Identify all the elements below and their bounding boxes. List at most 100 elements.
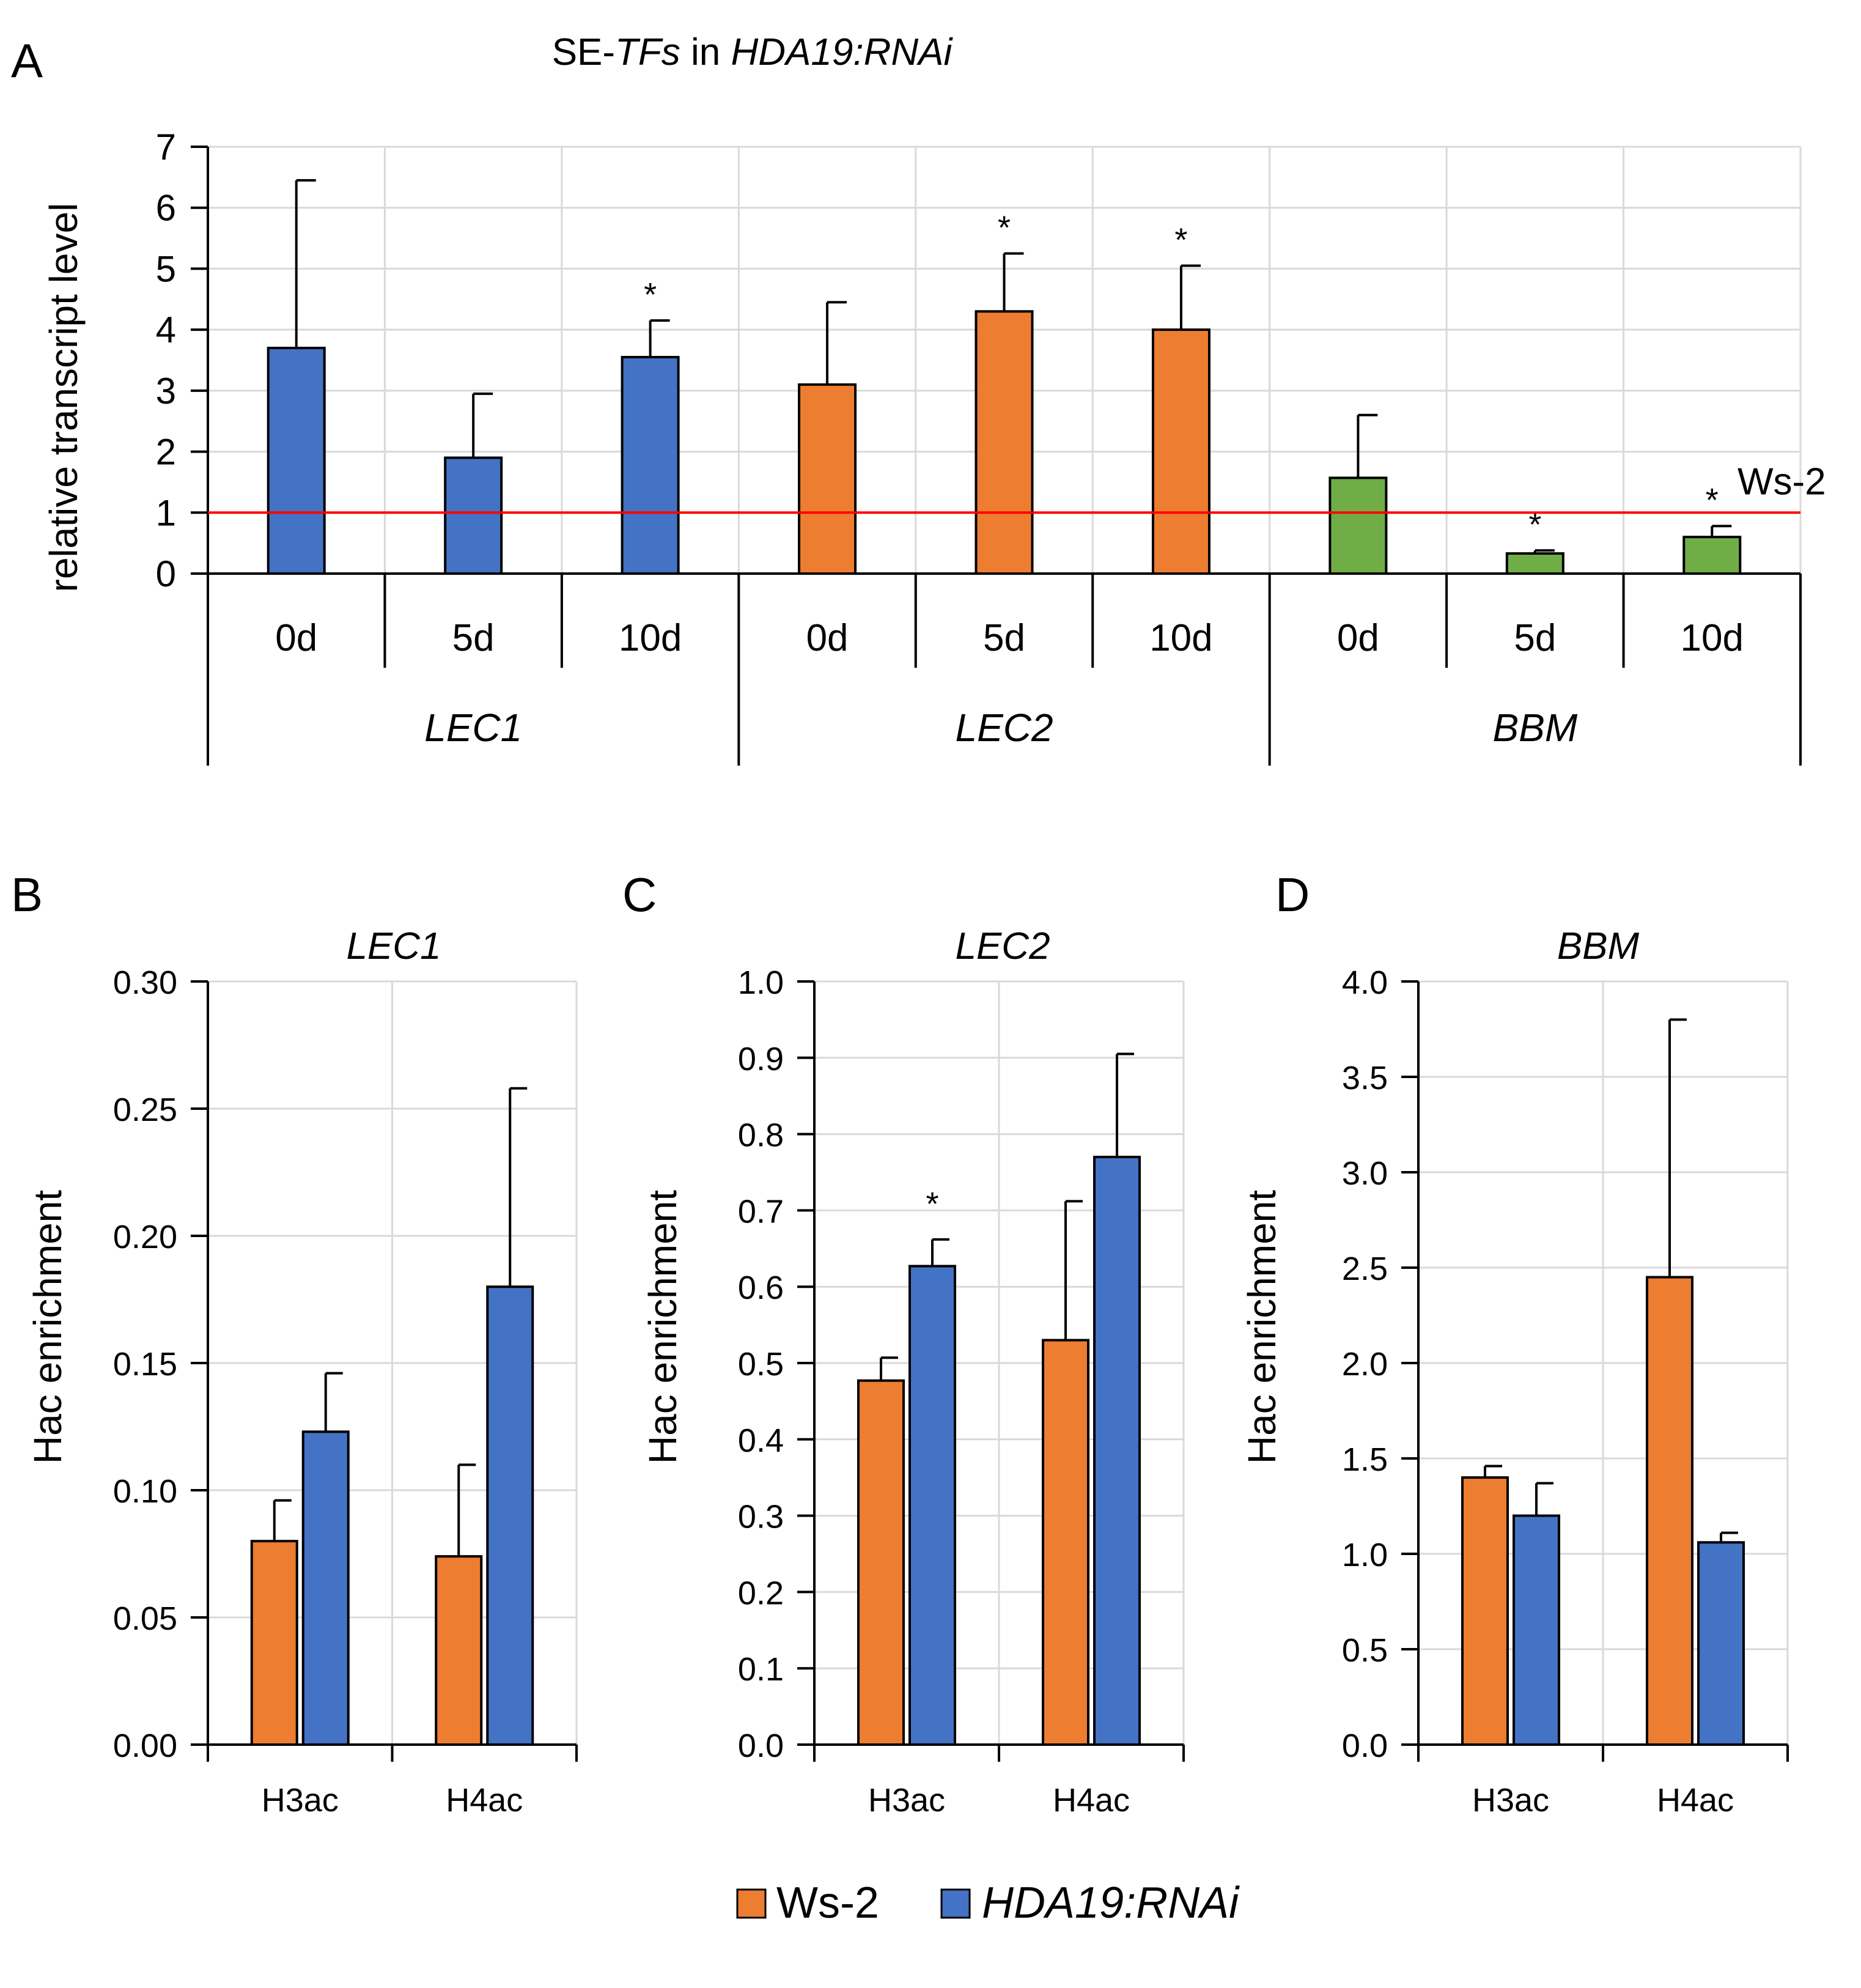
panel-d-plot: H3ac H4ac 0.0 0.5 1.0 1.5 2.0 2.5 3.0 3.5 4.0 — [1342, 964, 1789, 1819]
panel-c-category-label: H3ac — [868, 1782, 945, 1819]
panel-c-y-tick-label: 0.6 — [738, 1269, 784, 1306]
panel-c-y-tick-label: 0.0 — [738, 1727, 784, 1764]
panel-c-bar — [1093, 1156, 1141, 1746]
panel-d-y-tick-label: 1.0 — [1342, 1537, 1388, 1573]
panel-d-y-tick-label: 2.0 — [1342, 1346, 1388, 1383]
panel-a-bar — [1328, 476, 1388, 575]
panel-a-group-label: LEC2 — [955, 706, 1053, 750]
panel-b-category-label: H4ac — [446, 1782, 523, 1819]
panel-d-y-tick-label: 3.0 — [1342, 1155, 1388, 1192]
panel-letter-d: D — [1275, 868, 1310, 922]
panel-b-y-tick-label: 0.05 — [113, 1600, 177, 1637]
panel-c-bar — [1042, 1339, 1089, 1746]
panel-d-title: BBM — [1557, 925, 1640, 967]
panel-a-category-label: 0d — [806, 617, 849, 659]
panel-a-bar — [1151, 328, 1211, 575]
panel-a-significance-mark: * — [998, 210, 1011, 246]
panel-a-category-label: 10d — [1149, 617, 1212, 659]
panel-a-y-ticks: 0 1 2 3 4 5 6 7 — [156, 127, 176, 594]
panel-c-y-tick-label: 0.2 — [738, 1575, 784, 1611]
legend-swatch-hda19-rnai — [940, 1888, 971, 1919]
panel-c-title: LEC2 — [955, 925, 1050, 967]
panel-b-y-axis-label: Hac enrichment — [26, 1190, 70, 1464]
panel-b-y-tick-label: 0.15 — [113, 1346, 177, 1383]
panel-a-bar — [621, 356, 680, 575]
panel-c-y-tick-label: 1.0 — [738, 964, 784, 1001]
panel-d-category-label: H4ac — [1657, 1782, 1734, 1819]
panel-a-bar — [1505, 552, 1564, 575]
panel-a-bar — [267, 347, 326, 575]
panel-a-bar — [975, 310, 1034, 575]
panel-a-category-label: 10d — [1681, 617, 1744, 659]
panel-d-bar — [1461, 1476, 1509, 1746]
panel-b-bar — [486, 1285, 534, 1746]
panel-d-bar — [1646, 1276, 1693, 1746]
panel-c-significance-mark: * — [926, 1186, 938, 1222]
panel-a-bar — [1682, 536, 1742, 575]
legend-swatch-ws2 — [736, 1888, 767, 1919]
panel-letter-b: B — [11, 868, 43, 922]
panel-d-bar — [1697, 1541, 1745, 1746]
panel-c-y-tick-label: 0.5 — [738, 1346, 784, 1383]
panel-a-group-label: BBM — [1492, 706, 1577, 750]
panel-c-y-axis-label: Hac enrichment — [641, 1190, 685, 1464]
panel-c-y-tick-label: 0.8 — [738, 1117, 784, 1154]
panel-a-significance-mark: * — [644, 276, 657, 313]
panel-a-group-label: LEC1 — [424, 706, 522, 750]
panel-c-bar — [908, 1265, 956, 1746]
panel-a-category-labels: 0d 5d 10d 0d 5d 10d 0d 5d 10d — [275, 617, 1744, 659]
panel-b-bar — [435, 1555, 483, 1746]
panel-a-y-tick-label: 3 — [156, 371, 176, 412]
panel-a-y-tick-label: 4 — [156, 309, 176, 350]
panel-a-group-labels: LEC1 LEC2 BBM — [424, 706, 1578, 750]
panel-d-y-tick-label: 4.0 — [1342, 964, 1388, 1001]
panel-a-chart: A SE-TFs in HDA19:RNAi relative transcri… — [11, 31, 1826, 766]
panel-d-bar — [1513, 1514, 1560, 1746]
panel-c-y-tick-label: 0.7 — [738, 1193, 784, 1230]
legend: Ws-2 HDA19:RNAi — [736, 1879, 1240, 1927]
panel-a-y-tick-label: 0 — [156, 553, 176, 594]
panel-a-category-label: 5d — [1514, 617, 1556, 659]
panel-b-y-tick-label: 0.20 — [113, 1219, 177, 1255]
panel-a-category-label: 5d — [452, 617, 495, 659]
panel-c-bar — [857, 1379, 905, 1746]
panel-a-y-tick-label: 5 — [156, 248, 176, 289]
panel-a-title: SE-TFs in HDA19:RNAi — [552, 31, 954, 73]
panel-c-chart: C LEC2 Hac enrichment * H3ac H4ac 0.0 0.1 0.2… — [622, 868, 1185, 1819]
panel-a-y-axis-label: relative transcript level — [42, 203, 86, 593]
panel-a-significance-mark: * — [1706, 482, 1719, 519]
panel-d-y-tick-label: 3.5 — [1342, 1060, 1388, 1096]
panel-b-plot: H3ac H4ac 0.00 0.05 0.10 0.15 0.20 0.25 0.30 — [113, 964, 578, 1819]
panel-c-y-tick-label: 0.4 — [738, 1422, 784, 1459]
panel-b-title: LEC1 — [346, 925, 441, 967]
panel-b-category-label: H3ac — [262, 1782, 339, 1819]
panel-b-y-tick-label: 0.30 — [113, 964, 177, 1001]
panel-a-y-tick-label: 6 — [156, 188, 176, 229]
panel-a-category-label: 0d — [275, 617, 317, 659]
panel-d-y-axis-label: Hac enrichment — [1240, 1190, 1284, 1464]
panel-d-y-tick-label: 1.5 — [1342, 1441, 1388, 1478]
panel-c-category-label: H4ac — [1053, 1782, 1130, 1819]
panel-letter-a: A — [11, 34, 43, 87]
panel-a-bar — [444, 456, 503, 575]
panel-c-plot: * H3ac H4ac 0.0 0.1 0.2 0.3 0.4 0.5 0.6 0.7 0.8 0.9 1… — [738, 964, 1185, 1819]
panel-b-bar — [250, 1540, 298, 1746]
panel-b-chart: B LEC1 Hac enrichment H3ac H4ac 0.00 0.05 0.… — [11, 868, 578, 1819]
panel-c-y-tick-label: 0.1 — [738, 1651, 784, 1688]
panel-a-significance-mark: * — [1528, 506, 1541, 543]
panel-d-category-label: H3ac — [1472, 1782, 1549, 1819]
panel-a-reference-label: Ws-2 — [1738, 460, 1826, 503]
panel-d-y-tick-label: 2.5 — [1342, 1251, 1388, 1287]
panel-a-y-tick-label: 7 — [156, 127, 176, 168]
panel-b-bar — [301, 1430, 350, 1746]
panel-a-bar — [798, 383, 857, 575]
panel-a-y-tick-label: 1 — [156, 492, 176, 533]
legend-label-ws2: Ws-2 — [776, 1879, 879, 1927]
panel-d-y-tick-label: 0.0 — [1342, 1727, 1388, 1764]
panel-b-y-tick-label: 0.00 — [113, 1727, 177, 1764]
panel-a-category-label: 5d — [983, 617, 1025, 659]
panel-a-axes — [191, 146, 1802, 766]
panel-a-bars: * * * * * — [267, 179, 1742, 575]
legend-label-hda19-rnai: HDA19:RNAi — [982, 1879, 1240, 1927]
